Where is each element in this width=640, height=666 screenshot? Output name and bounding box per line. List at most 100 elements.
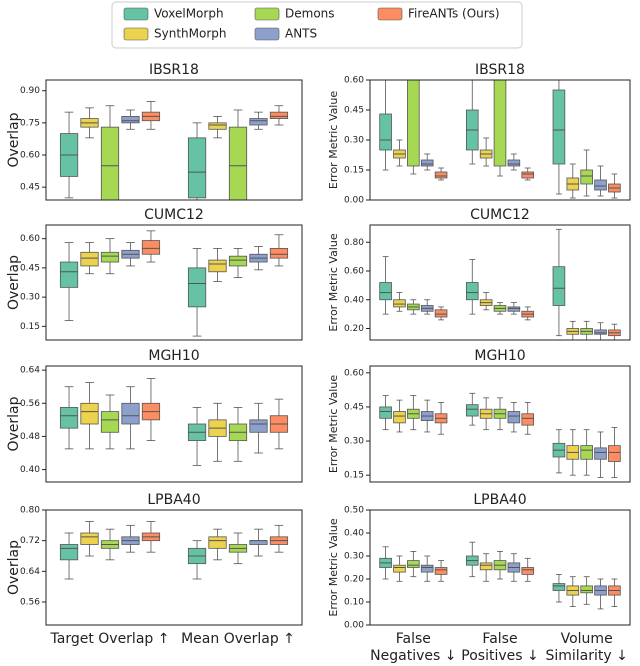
box bbox=[580, 169, 593, 185]
box bbox=[521, 413, 535, 426]
y-tick-label: 0.45 bbox=[20, 263, 40, 273]
y-tick-label: 0.20 bbox=[344, 324, 364, 334]
panel-title: LPBA40 bbox=[147, 492, 200, 508]
y-tick-label: 0.45 bbox=[20, 183, 40, 193]
legend-swatch bbox=[254, 27, 280, 41]
y-tick-label: 0.45 bbox=[344, 106, 364, 116]
plot-frame bbox=[369, 365, 631, 483]
panel-title: CUMC12 bbox=[144, 207, 204, 223]
box bbox=[379, 113, 392, 151]
y-axis-label: Overlap bbox=[6, 112, 22, 167]
y-tick-label: 0.40 bbox=[344, 295, 364, 305]
legend-label: VoxelMorph bbox=[154, 7, 224, 21]
x-tick-label: Mean Overlap ↑ bbox=[181, 631, 295, 647]
y-tick-label: 0.15 bbox=[344, 471, 364, 481]
box bbox=[507, 411, 521, 424]
box bbox=[521, 171, 535, 179]
box bbox=[434, 567, 448, 575]
box bbox=[608, 445, 621, 462]
legend-label: ANTS bbox=[285, 27, 317, 41]
plot-area bbox=[379, 228, 621, 340]
box bbox=[580, 445, 593, 460]
plot-frame bbox=[369, 79, 631, 201]
box bbox=[187, 137, 207, 199]
y-tick-label: 0.30 bbox=[344, 136, 364, 146]
plot-area bbox=[379, 541, 621, 610]
y-tick-label: 0.30 bbox=[20, 293, 40, 303]
y-tick-label: 0.60 bbox=[344, 267, 364, 277]
box bbox=[407, 80, 420, 167]
box bbox=[552, 89, 566, 165]
box bbox=[407, 560, 420, 568]
box bbox=[393, 564, 406, 573]
y-tick-label: 0.75 bbox=[20, 118, 40, 128]
box bbox=[521, 567, 535, 575]
y-axis-label: Overlap bbox=[6, 255, 22, 310]
box bbox=[80, 532, 99, 545]
plot-area bbox=[59, 521, 289, 580]
y-tick-label: 0.15 bbox=[20, 322, 40, 332]
x-tick-label: Volume Similarity ↓ bbox=[545, 631, 628, 664]
x-tick-label: False Positives ↓ bbox=[461, 631, 539, 664]
plot-frame bbox=[369, 509, 631, 626]
box bbox=[121, 116, 140, 124]
box bbox=[249, 540, 268, 545]
plot-frame bbox=[45, 365, 303, 483]
plot-frame bbox=[369, 224, 631, 341]
plot-area bbox=[59, 378, 289, 466]
box bbox=[100, 126, 120, 200]
box bbox=[465, 282, 479, 301]
box bbox=[465, 404, 479, 417]
legend-swatch bbox=[377, 7, 403, 21]
box bbox=[121, 402, 140, 425]
box bbox=[393, 411, 406, 424]
box bbox=[59, 407, 79, 429]
legend-label: SynthMorph bbox=[154, 27, 227, 41]
y-tick-label: 0.56 bbox=[20, 598, 40, 608]
y-tick-label: 0.72 bbox=[20, 536, 40, 546]
box bbox=[208, 536, 227, 549]
box bbox=[80, 251, 99, 267]
box bbox=[594, 447, 607, 460]
box bbox=[59, 261, 79, 288]
box bbox=[187, 267, 207, 308]
y-tick-label: 0.90 bbox=[20, 86, 40, 96]
y-tick-label: 0.00 bbox=[344, 196, 364, 206]
y-axis-label: Overlap bbox=[6, 540, 22, 595]
box bbox=[434, 309, 448, 318]
box bbox=[141, 240, 161, 255]
y-tick-label: 0.80 bbox=[20, 506, 40, 516]
y-tick-label: 0.50 bbox=[344, 506, 364, 516]
y-tick-label: 0.40 bbox=[20, 465, 40, 475]
box bbox=[269, 111, 289, 119]
y-tick-label: 0.00 bbox=[344, 621, 364, 631]
y-tick-label: 0.15 bbox=[344, 166, 364, 176]
y-tick-label: 0.45 bbox=[344, 402, 364, 412]
box bbox=[208, 122, 227, 130]
plot-frame bbox=[45, 509, 303, 626]
y-tick-label: 0.60 bbox=[344, 368, 364, 378]
y-tick-label: 0.30 bbox=[344, 437, 364, 447]
box bbox=[393, 299, 406, 308]
legend-swatch bbox=[123, 7, 149, 21]
y-axis-label: Error Metric Value bbox=[327, 375, 340, 473]
box bbox=[59, 544, 79, 561]
panel-title: IBSR18 bbox=[475, 62, 525, 78]
box bbox=[479, 562, 493, 571]
box bbox=[379, 406, 392, 419]
x-tick-label: Target Overlap ↑ bbox=[50, 631, 170, 647]
box bbox=[493, 80, 507, 167]
box bbox=[228, 255, 248, 267]
panel-title: LPBA40 bbox=[473, 492, 526, 508]
y-tick-label: 0.56 bbox=[20, 399, 40, 409]
y-tick-label: 0.64 bbox=[20, 366, 40, 376]
plot-area bbox=[379, 80, 621, 199]
y-tick-label: 0.48 bbox=[20, 432, 40, 442]
plot-frame bbox=[45, 79, 303, 201]
box bbox=[594, 329, 607, 335]
y-axis-label: Error Metric Value bbox=[327, 91, 340, 189]
box bbox=[420, 159, 434, 167]
box bbox=[249, 419, 268, 433]
plot-area bbox=[379, 392, 621, 478]
